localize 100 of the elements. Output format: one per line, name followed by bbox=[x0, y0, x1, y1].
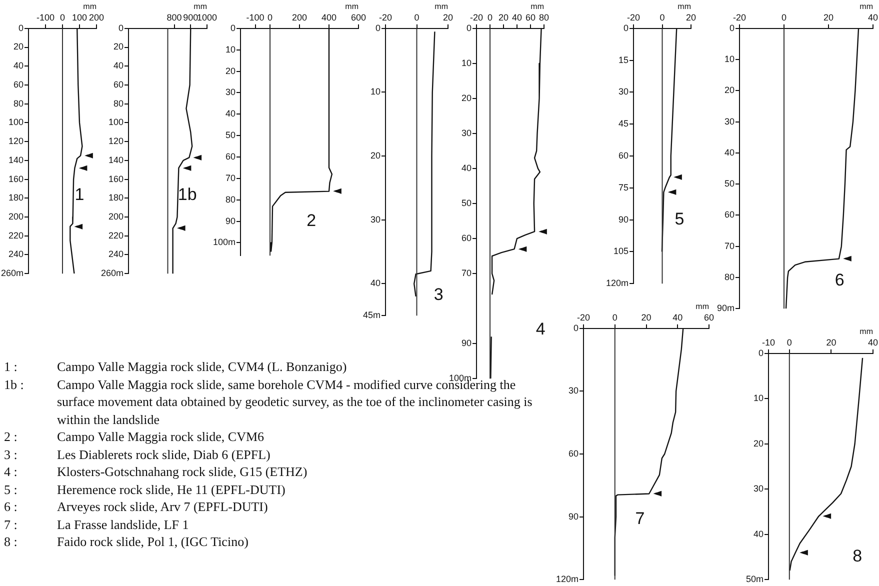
y-tick-label: 60 bbox=[226, 151, 236, 162]
y-tick-label: 20 bbox=[462, 92, 472, 103]
y-tick-label: 0 bbox=[624, 22, 629, 33]
y-tick-label: 100 bbox=[108, 117, 124, 128]
y-tick-label: 40 bbox=[14, 60, 24, 71]
y-tick-label: 80 bbox=[724, 272, 735, 282]
x-axis-title: mm bbox=[860, 327, 874, 336]
y-tick-label: 0 bbox=[729, 22, 735, 33]
y-tick-label: 100 bbox=[8, 117, 24, 128]
y-tick-label: 0 bbox=[758, 348, 764, 358]
y-tick-label: 40 bbox=[724, 147, 735, 158]
y-tick-label: 20 bbox=[370, 150, 381, 161]
y-tick-label: 45m bbox=[362, 310, 381, 320]
y-tick-label: 40 bbox=[114, 60, 124, 71]
annotation: ◄ bbox=[842, 252, 852, 265]
x-tick-label: 0 bbox=[781, 12, 787, 22]
y-tick-label: 60 bbox=[568, 448, 579, 458]
x-tick-label: 0 bbox=[60, 12, 66, 22]
x-tick-label: 900 bbox=[183, 12, 198, 22]
y-tick-label: 80 bbox=[114, 98, 124, 108]
y-tick-label: 0 bbox=[574, 322, 579, 333]
y-tick-label: 70 bbox=[462, 268, 472, 278]
x-axis-title: mm bbox=[194, 2, 208, 12]
x-tick-label: 80 bbox=[538, 12, 549, 22]
x-axis-title: mm bbox=[83, 2, 97, 12]
text: 5 bbox=[674, 209, 684, 228]
text: 1 : Campo Valle Maggia rock slide, CVM4 (L. Bonzanigo) bbox=[4, 359, 347, 374]
y-tick-label: 70 bbox=[724, 240, 735, 251]
x-tick-label: 0 bbox=[414, 12, 420, 22]
annotation: ◄ bbox=[668, 185, 677, 198]
y-tick-label: 30 bbox=[724, 116, 735, 126]
y-tick-label: 160 bbox=[8, 174, 24, 184]
text: 2 bbox=[306, 211, 316, 230]
text: 8 bbox=[852, 546, 862, 566]
y-tick-label: 0 bbox=[230, 22, 236, 33]
y-tick-label: 90 bbox=[618, 214, 629, 224]
y-tick-label: 240 bbox=[8, 249, 24, 260]
x-tick-label: 60 bbox=[525, 12, 536, 22]
annotation: ◄ bbox=[673, 170, 682, 184]
y-tick-label: 50m bbox=[746, 574, 764, 584]
x-tick-label: 1000 bbox=[196, 12, 218, 22]
y-tick-label: 20 bbox=[724, 85, 735, 96]
text: 1 bbox=[74, 184, 84, 204]
text: 6 bbox=[834, 270, 844, 290]
y-tick-label: 75 bbox=[618, 182, 629, 192]
x-tick-label: 400 bbox=[321, 12, 337, 22]
y-tick-label: 60 bbox=[462, 233, 472, 244]
x-axis-title: mm bbox=[860, 2, 874, 12]
x-axis-title: mm bbox=[434, 2, 448, 12]
x-tick-label: -20 bbox=[627, 12, 640, 22]
y-tick-label: 90m bbox=[716, 303, 735, 314]
y-tick-label: 90 bbox=[568, 511, 579, 522]
x-tick-label: 20 bbox=[823, 12, 834, 22]
text: 7 bbox=[635, 509, 645, 528]
x-tick-label: 100 bbox=[72, 12, 88, 22]
annotation: ◄ bbox=[74, 219, 84, 232]
x-tick-label: 40 bbox=[868, 337, 878, 348]
x-tick-label: -20 bbox=[379, 12, 392, 22]
y-tick-label: 260m bbox=[1, 268, 24, 278]
y-tick-label: 20 bbox=[14, 42, 24, 52]
x-tick-label: 800 bbox=[166, 12, 182, 22]
x-tick-label: 0 bbox=[660, 12, 665, 22]
x-axis-title: mm bbox=[530, 2, 544, 12]
y-tick-label: 140 bbox=[8, 154, 24, 165]
y-tick-label: 20 bbox=[114, 42, 124, 52]
text: 3 : Les Diablerets rock slide, Diab 6 (EPFL) bbox=[4, 446, 270, 462]
y-tick-label: 10 bbox=[226, 44, 236, 54]
x-axis-title: mm bbox=[345, 2, 359, 12]
x-tick-label: -100 bbox=[36, 12, 55, 22]
x-tick-label: 40 bbox=[512, 12, 522, 22]
annotation: ◄ bbox=[332, 184, 342, 198]
text: 7 : La Frasse landslide, LF 1 bbox=[4, 516, 189, 532]
y-tick-label: 220 bbox=[8, 230, 24, 240]
y-tick-label: 0 bbox=[466, 22, 472, 33]
y-tick-label: 50 bbox=[226, 130, 236, 140]
x-tick-label: 0 bbox=[786, 337, 792, 348]
text: 3 bbox=[434, 285, 444, 304]
text: 4 : Klosters-Gotschnahang rock slide, G15 (ETHZ) bbox=[4, 464, 308, 479]
y-tick-label: 120 bbox=[8, 136, 24, 146]
y-tick-label: 60 bbox=[618, 150, 629, 160]
annotation: ◄ bbox=[653, 486, 662, 500]
x-tick-label: -100 bbox=[246, 12, 264, 22]
annotation: ◄ bbox=[799, 545, 808, 558]
y-tick-label: 220 bbox=[108, 230, 124, 240]
x-tick-label: 0 bbox=[268, 12, 273, 22]
text: 1b bbox=[178, 184, 197, 204]
x-tick-label: 60 bbox=[704, 312, 714, 322]
annotation: ◄ bbox=[822, 509, 832, 522]
x-tick-label: -20 bbox=[577, 312, 590, 322]
x-tick-label: 200 bbox=[88, 12, 104, 22]
y-tick-label: 30 bbox=[462, 128, 472, 138]
x-tick-label: -20 bbox=[733, 12, 746, 22]
x-tick-label: 40 bbox=[868, 12, 878, 22]
y-tick-label: 10 bbox=[462, 58, 472, 68]
y-tick-label: 160 bbox=[108, 174, 124, 184]
y-tick-label: 30 bbox=[370, 214, 381, 224]
annotation: ◄ bbox=[538, 224, 548, 238]
y-tick-label: 200 bbox=[8, 212, 24, 222]
y-tick-label: 30 bbox=[753, 484, 764, 494]
y-tick-label: 140 bbox=[108, 154, 124, 165]
